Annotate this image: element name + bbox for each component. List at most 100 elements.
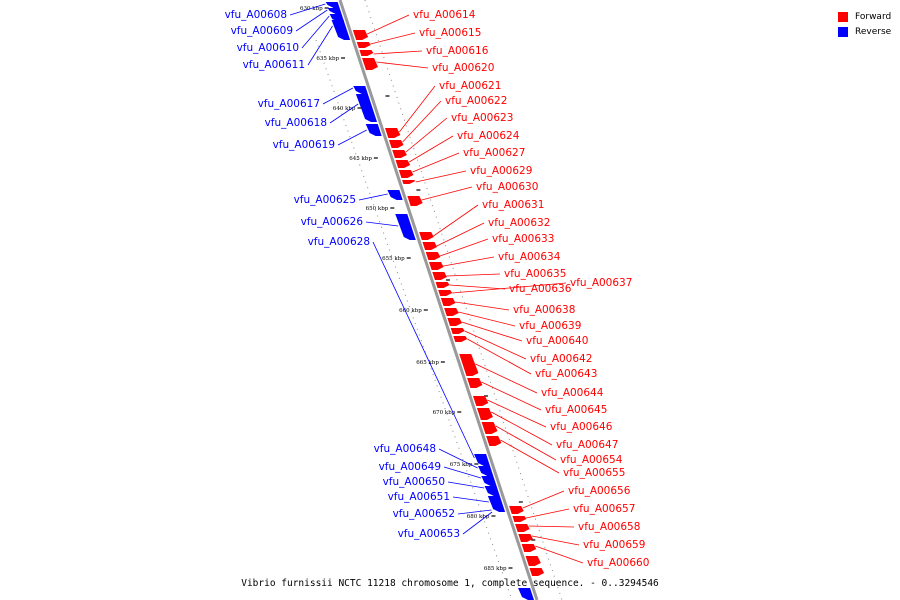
gene-block-forward[interactable] [444, 308, 459, 316]
gene-block-forward[interactable] [476, 408, 493, 420]
gene-label-forward[interactable]: vfu_A00655 [563, 467, 625, 479]
gene-block-forward[interactable] [529, 568, 545, 576]
gene-block-forward[interactable] [515, 524, 530, 532]
gene-label-forward[interactable]: vfu_A00624 [457, 130, 520, 142]
gene-block-reverse[interactable] [327, 8, 342, 14]
gene-label-forward[interactable]: vfu_A00630 [476, 181, 538, 193]
gene-block-reverse[interactable] [325, 2, 340, 8]
gene-label-forward[interactable]: vfu_A00634 [498, 251, 561, 263]
gene-label-reverse[interactable]: vfu_A00650 [383, 476, 445, 488]
gene-block-forward[interactable] [518, 534, 533, 542]
gene-block-forward[interactable] [402, 180, 416, 184]
gene-label-forward[interactable]: vfu_A00627 [463, 147, 525, 159]
gene-label-forward[interactable]: vfu_A00637 [570, 277, 632, 289]
gene-label-forward[interactable]: vfu_A00621 [439, 80, 501, 92]
gene-block-reverse[interactable] [478, 466, 494, 476]
gene-label-forward[interactable]: vfu_A00636 [509, 283, 572, 295]
gene-label-reverse[interactable]: vfu_A00625 [294, 194, 356, 206]
gene-block-forward[interactable] [438, 290, 453, 296]
gene-block-forward[interactable] [440, 298, 456, 306]
gene-block-reverse[interactable] [474, 454, 491, 466]
gene-label-reverse[interactable]: vfu_A00609 [231, 25, 293, 37]
gene-block-forward[interactable] [512, 516, 527, 522]
gene-label-reverse[interactable]: vfu_A00618 [265, 117, 327, 129]
gene-block-forward[interactable] [509, 506, 524, 514]
gene-label-reverse[interactable]: vfu_A00611 [243, 59, 305, 71]
gene-label-forward[interactable]: vfu_A00660 [587, 557, 649, 569]
gene-block-forward[interactable] [481, 422, 498, 434]
gene-label-forward[interactable]: vfu_A00644 [541, 387, 604, 399]
gene-label-forward[interactable]: vfu_A00629 [470, 165, 532, 177]
gene-block-forward[interactable] [385, 128, 401, 138]
gene-block-reverse[interactable] [387, 190, 403, 200]
gene-block-reverse[interactable] [484, 486, 500, 496]
gene-label-forward[interactable]: vfu_A00638 [513, 304, 575, 316]
gene-block-forward[interactable] [467, 378, 483, 388]
gene-label-forward[interactable]: vfu_A00640 [526, 335, 588, 347]
gene-block-reverse[interactable] [518, 588, 534, 600]
gene-block-forward[interactable] [395, 160, 411, 168]
gene-label-forward[interactable]: vfu_A00616 [426, 45, 489, 57]
gene-block-reverse[interactable] [355, 94, 378, 122]
gene-block-forward[interactable] [356, 42, 371, 48]
gene-label-reverse[interactable]: vfu_A00619 [273, 139, 335, 151]
gene-label-reverse[interactable]: vfu_A00652 [393, 508, 455, 520]
gene-block-forward[interactable] [453, 336, 468, 342]
gene-label-forward[interactable]: vfu_A00646 [550, 421, 613, 433]
gene-label-reverse[interactable]: vfu_A00608 [225, 9, 287, 21]
gene-block-forward[interactable] [422, 242, 438, 250]
gene-block-forward[interactable] [459, 354, 479, 376]
gene-label-forward[interactable]: vfu_A00647 [556, 439, 618, 451]
gene-block-forward[interactable] [362, 58, 378, 70]
gene-label-reverse[interactable]: vfu_A00610 [237, 42, 299, 54]
gene-block-reverse[interactable] [481, 476, 497, 486]
gene-label-forward[interactable]: vfu_A00623 [451, 112, 513, 124]
gene-block-forward[interactable] [432, 272, 447, 280]
gene-label-reverse[interactable]: vfu_A00653 [398, 528, 460, 540]
gene-block-forward[interactable] [392, 150, 407, 158]
gene-label-reverse[interactable]: vfu_A00651 [388, 491, 450, 503]
gene-label-forward[interactable]: vfu_A00620 [432, 62, 494, 74]
gene-block-forward[interactable] [407, 196, 423, 206]
gene-label-forward[interactable]: vfu_A00643 [535, 368, 597, 380]
gene-label-forward[interactable]: vfu_A00635 [504, 268, 566, 280]
gene-block-reverse[interactable] [331, 20, 351, 40]
gene-label-forward[interactable]: vfu_A00615 [419, 27, 481, 39]
gene-block-reverse[interactable] [353, 86, 368, 94]
gene-label-forward[interactable]: vfu_A00614 [413, 9, 476, 21]
gene-label-forward[interactable]: vfu_A00633 [492, 233, 554, 245]
gene-label-forward[interactable]: vfu_A00659 [583, 539, 645, 551]
gene-block-forward[interactable] [473, 396, 489, 406]
gene-label-forward[interactable]: vfu_A00658 [578, 521, 640, 533]
gene-label-reverse[interactable]: vfu_A00648 [374, 443, 436, 455]
gene-label-forward[interactable]: vfu_A00622 [445, 95, 507, 107]
gene-label-forward[interactable]: vfu_A00639 [519, 320, 581, 332]
gene-label-forward[interactable]: vfu_A00631 [482, 199, 544, 211]
gene-label-forward[interactable]: vfu_A00632 [488, 217, 550, 229]
gene-block-reverse[interactable] [487, 496, 506, 512]
gene-label-reverse[interactable]: vfu_A00626 [301, 216, 364, 228]
gene-block-reverse[interactable] [365, 124, 382, 136]
gene-block-forward[interactable] [352, 30, 369, 40]
gene-label-forward[interactable]: vfu_A00657 [573, 503, 635, 515]
gene-label-forward[interactable]: vfu_A00645 [545, 404, 607, 416]
gene-block-forward[interactable] [388, 140, 404, 148]
gene-block-forward[interactable] [359, 50, 374, 56]
gene-block-forward[interactable] [447, 318, 463, 326]
gene-block-forward[interactable] [419, 232, 434, 240]
gene-block-forward[interactable] [525, 556, 541, 566]
gene-block-forward[interactable] [429, 262, 444, 270]
gene-label-reverse[interactable]: vfu_A00617 [258, 98, 320, 110]
gene-label-forward[interactable]: vfu_A00656 [568, 485, 631, 497]
gene-block-forward[interactable] [435, 282, 450, 288]
gene-label-reverse[interactable]: vfu_A00649 [379, 461, 441, 473]
gene-label-reverse[interactable]: vfu_A00628 [308, 236, 370, 248]
gene-label-forward[interactable]: vfu_A00654 [560, 454, 623, 466]
gene-block-forward[interactable] [521, 544, 537, 552]
gene-block-forward[interactable] [486, 436, 502, 446]
gene-block-forward[interactable] [398, 170, 414, 178]
gene-block-forward[interactable] [425, 252, 441, 260]
gene-block-reverse[interactable] [395, 214, 416, 240]
gene-block-forward[interactable] [450, 328, 465, 334]
gene-label-forward[interactable]: vfu_A00642 [530, 353, 592, 365]
